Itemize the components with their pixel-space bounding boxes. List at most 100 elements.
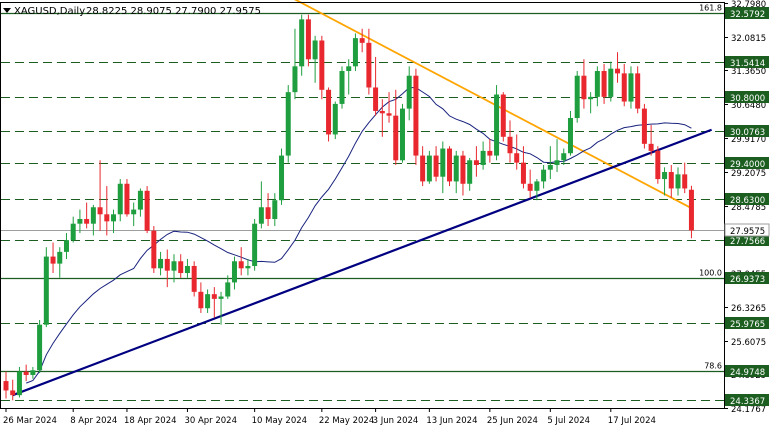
level-price-text: 28.6300 — [730, 196, 765, 206]
candle — [111, 209, 117, 234]
candle-body — [225, 282, 231, 297]
candle-body — [77, 218, 83, 224]
candle-body — [534, 181, 540, 191]
level-price-labels: 32.5792 31.5414 30.8000 30.0763 29.4000 28.63… — [724, 7, 770, 407]
candle-body — [164, 258, 170, 271]
candle — [467, 157, 473, 191]
candle — [373, 56, 379, 116]
ohlc-label: 28.8225 28.9075 27.7900 27.9575 — [86, 6, 261, 17]
plot-frame — [0, 2, 725, 409]
candle-body — [460, 155, 466, 184]
candle — [547, 146, 553, 180]
moving-average-line — [26, 87, 692, 384]
candle — [628, 66, 634, 109]
candle-body — [279, 155, 285, 201]
level-price-text: 31.5414 — [730, 59, 765, 69]
level-price-tag — [725, 234, 769, 246]
candle-body — [675, 174, 681, 189]
candle — [447, 146, 453, 187]
candle-body — [608, 68, 614, 97]
candle-body — [621, 73, 627, 102]
candle-body — [198, 291, 204, 309]
candle-body — [373, 87, 379, 111]
candle — [621, 63, 627, 107]
candle-body — [299, 19, 305, 67]
candle-body — [379, 110, 385, 114]
candle — [655, 146, 661, 184]
candle — [258, 181, 264, 229]
candle-body — [104, 214, 110, 222]
candle-body — [662, 172, 668, 180]
level-price-tag — [725, 56, 769, 68]
x-tick-label: 10 May 2024 — [252, 416, 307, 426]
level-price-tag — [725, 365, 769, 377]
candle — [487, 139, 493, 163]
dropdown-arrow-icon[interactable] — [3, 8, 11, 13]
candle — [144, 186, 150, 234]
candle-body — [520, 162, 526, 184]
candle — [608, 61, 614, 102]
candle — [352, 33, 358, 72]
candle — [453, 150, 459, 194]
level-price-text: 32.5792 — [730, 10, 765, 20]
level-price-text: 27.7566 — [730, 237, 765, 247]
candle — [292, 28, 298, 100]
candle — [131, 202, 137, 227]
candle-body — [447, 148, 453, 182]
candle-body — [305, 19, 311, 60]
level-price-text: 29.4000 — [730, 160, 765, 170]
candle — [285, 85, 291, 163]
current-price-tag — [724, 223, 770, 237]
y-tick-label: 28.4785 — [731, 203, 766, 213]
level-price-text: 25.9765 — [730, 320, 765, 330]
candle-body — [655, 150, 661, 180]
current-price-text: 27.9575 — [730, 227, 765, 237]
candle-body — [588, 96, 594, 100]
candle — [231, 256, 237, 290]
candle-body — [258, 207, 264, 224]
candle-body — [688, 189, 694, 231]
x-tick-label: 8 Apr 2024 — [70, 416, 117, 426]
candle — [164, 249, 170, 288]
candle — [359, 28, 365, 53]
candle-body — [561, 153, 567, 161]
candle — [507, 120, 513, 163]
candle — [594, 66, 600, 107]
level-price-tag — [725, 394, 769, 406]
candle — [520, 146, 526, 189]
candle — [399, 103, 405, 163]
candle — [305, 14, 311, 67]
candle — [420, 146, 426, 187]
candle-body — [70, 223, 76, 241]
candle-body — [359, 38, 365, 43]
candle — [561, 148, 567, 165]
candle-body — [574, 75, 580, 118]
candle — [641, 103, 647, 149]
candle-body — [171, 261, 177, 271]
candle-body — [191, 265, 197, 292]
candle-body — [16, 371, 22, 396]
candle-body — [641, 108, 647, 144]
candle — [265, 193, 271, 227]
candle — [601, 63, 607, 104]
candle-body — [480, 150, 486, 165]
candle-body — [319, 40, 325, 90]
candle-body — [487, 150, 493, 156]
candle — [10, 379, 16, 401]
candle-body — [554, 160, 560, 165]
y-tick-label: 29.9170 — [731, 135, 766, 145]
candle — [635, 66, 641, 114]
candle-body — [514, 153, 520, 163]
candle — [279, 148, 285, 205]
candle-body — [10, 390, 16, 396]
candle — [3, 371, 9, 399]
candle-body — [547, 164, 553, 170]
candle — [588, 92, 594, 114]
candle-body — [332, 103, 338, 135]
x-tick-label: 13 Jun 2024 — [426, 416, 477, 426]
candle — [70, 216, 76, 243]
candle-body — [426, 155, 432, 182]
x-tick-label: 18 Apr 2024 — [124, 416, 177, 426]
candle-body — [615, 68, 621, 74]
candle-body — [218, 296, 224, 299]
